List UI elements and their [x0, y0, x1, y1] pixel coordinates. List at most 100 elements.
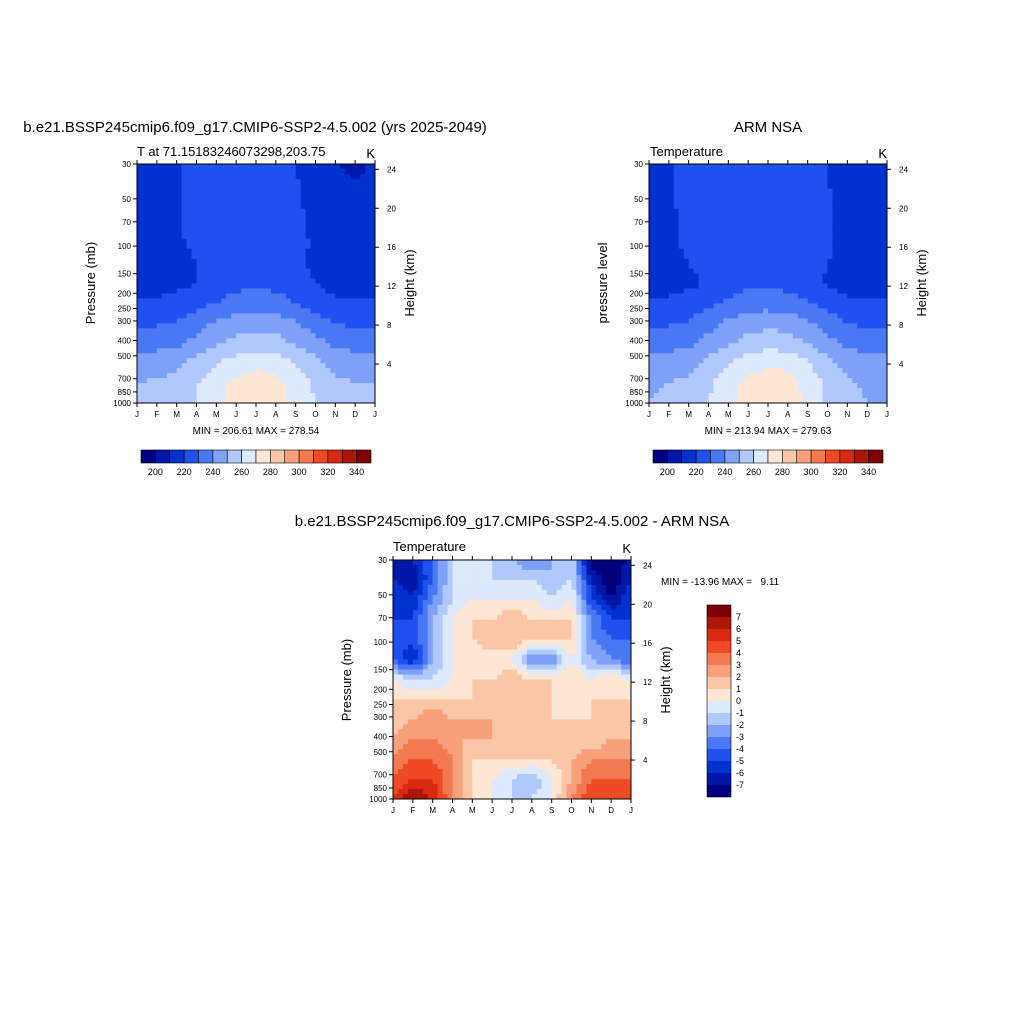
heatmap-cell [817, 218, 823, 225]
heatmap-cell [753, 363, 759, 369]
heatmap-cell [285, 338, 292, 344]
heatmap-cell [295, 398, 302, 404]
heatmap-cell [325, 164, 331, 170]
heatmap-cell [787, 343, 794, 349]
heatmap-cell [156, 168, 163, 175]
heatmap-cell [718, 233, 724, 240]
heatmap-cell [161, 188, 168, 195]
heatmap-cell [551, 569, 558, 576]
heatmap-cell [626, 560, 632, 566]
heatmap-cell [141, 248, 148, 255]
heatmap-cell [340, 218, 346, 225]
heatmap-cell [728, 198, 734, 205]
heatmap-cell [728, 213, 734, 220]
heatmap-cell [708, 258, 714, 264]
heatmap-cell [320, 388, 326, 394]
heatmap-cell [837, 298, 843, 304]
heatmap-cell [305, 328, 311, 334]
heatmap-cell [763, 303, 769, 309]
heatmap-cell [857, 388, 863, 394]
heatmap-cell [872, 258, 878, 264]
heatmap-cell [206, 378, 212, 384]
heatmap-cell [852, 348, 858, 354]
heatmap-cell [877, 348, 883, 354]
heatmap-cell [265, 323, 272, 329]
heatmap-cell [181, 358, 187, 364]
heatmap-cell [842, 173, 848, 180]
heatmap-cell [817, 283, 823, 289]
heatmap-cell [171, 213, 178, 220]
heatmap-cell [221, 218, 227, 225]
heatmap-cell [663, 198, 670, 205]
heatmap-cell [176, 358, 183, 364]
heatmap-cell [211, 333, 217, 339]
heatmap-cell [678, 173, 685, 180]
heatmap-cell [768, 398, 774, 404]
heatmap-cell [196, 248, 202, 255]
heatmap-cell [330, 373, 336, 379]
heatmap-cell [290, 178, 297, 185]
heatmap-cell [246, 188, 252, 195]
heatmap-cell [166, 353, 173, 359]
heatmap-cell [335, 228, 341, 235]
heatmap-cell [658, 348, 665, 354]
heatmap-cell [201, 313, 207, 319]
heatmap-cell [748, 164, 754, 170]
heatmap-cell [748, 168, 754, 175]
heatmap-cell [417, 564, 424, 571]
heatmap-cell [360, 338, 366, 344]
heatmap-cell [649, 373, 655, 379]
heatmap-cell [216, 358, 222, 364]
heatmap-cell [877, 278, 883, 284]
heatmap-cell [817, 238, 823, 245]
heatmap-cell [251, 188, 257, 195]
heatmap-cell [285, 178, 292, 185]
heatmap-cell [768, 213, 774, 220]
heatmap-cell [753, 173, 759, 180]
heatmap-cell [335, 393, 341, 399]
heatmap-cell [797, 223, 804, 230]
heatmap-cell [141, 193, 148, 200]
y-tick-label: 850 [118, 388, 132, 397]
heatmap-cell [241, 343, 247, 349]
heatmap-cell [196, 338, 202, 344]
heatmap-cell [683, 303, 690, 309]
heatmap-cell [872, 243, 878, 250]
heatmap-cell [678, 333, 685, 339]
heatmap-cell [310, 303, 316, 309]
heatmap-cell [586, 560, 592, 566]
heatmap-cell [683, 228, 690, 235]
heatmap-cell [181, 233, 187, 240]
heatmap-cell [668, 363, 675, 369]
heatmap-cell [191, 338, 197, 344]
heatmap-cell [797, 183, 804, 190]
heatmap-cell [753, 308, 759, 314]
heatmap-cell [186, 203, 192, 210]
heatmap-cell [201, 283, 207, 289]
heatmap-cell [787, 348, 794, 354]
heatmap-cell [325, 203, 331, 210]
heatmap-cell [370, 213, 376, 220]
heatmap-cell [251, 203, 257, 210]
heatmap-cell [787, 248, 794, 255]
heatmap-cell [688, 323, 695, 329]
heatmap-cell [156, 183, 163, 190]
heatmap-cell [678, 283, 685, 289]
heatmap-cell [758, 378, 764, 384]
heatmap-cell [827, 343, 833, 349]
heatmap-cell [763, 218, 769, 225]
heatmap-cell [305, 273, 311, 279]
heatmap-cell [186, 258, 192, 264]
heatmap-cell [663, 203, 670, 210]
heatmap-cell [842, 363, 848, 369]
heatmap-cell [802, 203, 809, 210]
heatmap-cell [270, 278, 277, 284]
heatmap-cell [345, 173, 351, 180]
heatmap-cell [649, 233, 655, 240]
heatmap-cell [546, 564, 553, 571]
heatmap-cell [698, 228, 704, 235]
heatmap-cell [176, 273, 183, 279]
heatmap-cell [753, 293, 759, 299]
heatmap-cell [777, 278, 784, 284]
heatmap-cell [832, 168, 838, 175]
